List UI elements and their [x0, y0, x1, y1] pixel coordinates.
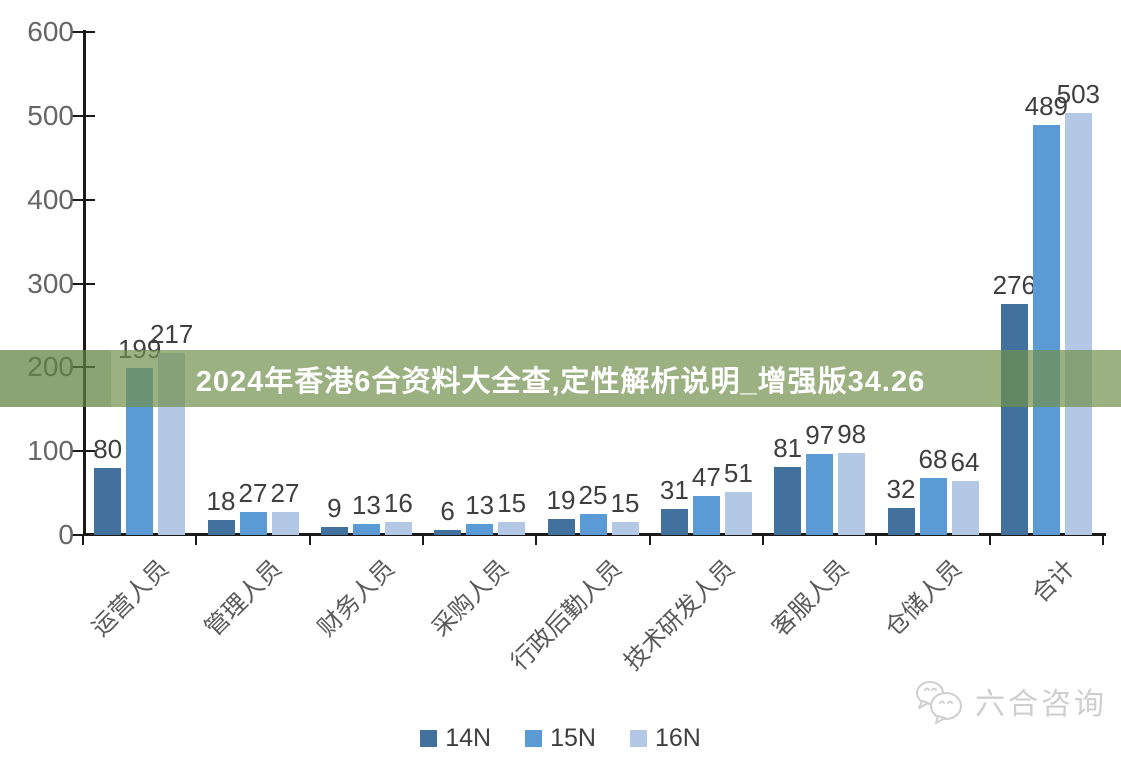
- value-label: 27: [238, 478, 268, 509]
- bar-15N-仓储人员: [919, 477, 947, 535]
- legend-item-16N: 16N: [629, 724, 701, 752]
- value-label: 6: [440, 495, 455, 526]
- value-label: 13: [465, 490, 495, 521]
- category-label-管理人员: 管理人员: [200, 554, 288, 642]
- value-label: 64: [950, 447, 980, 478]
- legend-swatch-icon: [629, 730, 647, 747]
- bar-14N-运营人员: [94, 467, 122, 535]
- legend-label: 16N: [654, 724, 701, 752]
- bar-16N-合计: [1064, 113, 1092, 535]
- value-label: 13: [351, 490, 381, 521]
- value-label: 489: [1024, 91, 1069, 122]
- category-label-合计: 合计: [1027, 554, 1081, 608]
- bar-14N-采购人员: [434, 529, 462, 535]
- value-label: 16: [383, 487, 413, 518]
- legend-swatch-icon: [525, 730, 543, 747]
- legend-label: 14N: [445, 724, 492, 752]
- bar-14N-管理人员: [207, 519, 235, 535]
- bar-14N-合计: [1000, 303, 1028, 535]
- value-label: 9: [327, 493, 342, 524]
- x-axis-tick: [1102, 536, 1104, 545]
- value-label: 276: [992, 269, 1037, 300]
- bar-16N-管理人员: [271, 512, 299, 535]
- value-label: 503: [1056, 79, 1101, 110]
- y-tick-label: 500: [27, 99, 74, 131]
- y-axis-tick: [72, 114, 95, 117]
- value-label: 27: [270, 478, 300, 509]
- value-label: 15: [610, 488, 640, 519]
- bar-15N-财务人员: [352, 524, 380, 535]
- bar-16N-财务人员: [384, 521, 412, 535]
- y-tick-label: 300: [27, 267, 74, 299]
- x-axis-tick: [535, 536, 538, 545]
- wechat-bubbles-icon: [913, 678, 965, 724]
- value-label: 19: [546, 485, 576, 516]
- legend-item-14N: 14N: [420, 726, 491, 751]
- category-label-客服人员: 客服人员: [766, 554, 854, 642]
- category-label-仓储人员: 仓储人员: [880, 554, 968, 642]
- y-tick-label: 100: [27, 435, 74, 467]
- x-axis-tick: [195, 536, 198, 545]
- x-axis-tick: [875, 536, 878, 545]
- value-label: 80: [93, 433, 123, 464]
- y-axis-tick: [72, 450, 95, 453]
- bar-14N-客服人员: [774, 467, 802, 535]
- value-label: 51: [723, 458, 753, 489]
- bar-14N-财务人员: [320, 527, 348, 535]
- x-axis-tick: [988, 536, 991, 545]
- banner-left-shade: [0, 350, 111, 407]
- y-tick-label: 400: [27, 183, 74, 215]
- y-tick-label: 600: [27, 16, 74, 47]
- bar-16N-采购人员: [498, 522, 526, 535]
- legend-swatch-icon: [420, 730, 438, 747]
- category-label-技术研发人员: 技术研发人员: [619, 554, 741, 676]
- y-axis-tick: [72, 31, 95, 33]
- value-label: 15: [497, 488, 527, 519]
- bar-16N-客服人员: [838, 452, 866, 535]
- brand-watermark: 六合咨询: [913, 678, 1107, 724]
- y-axis-tick: [72, 198, 95, 201]
- bar-16N-行政后勤人员: [611, 522, 639, 535]
- bar-15N-行政后勤人员: [579, 514, 607, 535]
- value-label: 31: [659, 475, 689, 505]
- x-axis-tick: [82, 536, 84, 545]
- bar-16N-仓储人员: [951, 481, 979, 535]
- watermark-text: 六合咨询: [975, 688, 1107, 721]
- x-axis-tick: [308, 536, 311, 545]
- bar-15N-客服人员: [806, 453, 834, 535]
- value-label: 18: [206, 485, 236, 516]
- title-banner: 2024年香港6合资料大全查,定性解析说明_增强版34.26: [0, 350, 1121, 407]
- category-label-运营人员: 运营人员: [86, 554, 174, 642]
- chart-legend: 14N 15N 16N: [0, 726, 1121, 751]
- bar-15N-采购人员: [466, 524, 494, 535]
- value-label: 98: [837, 418, 867, 449]
- bar-14N-仓储人员: [887, 508, 915, 535]
- y-axis-tick: [72, 534, 95, 536]
- value-label: 47: [691, 461, 721, 492]
- x-axis-tick: [422, 536, 424, 545]
- x-axis-tick: [762, 536, 764, 545]
- bar-15N-合计: [1032, 125, 1060, 535]
- bar-16N-技术研发人员: [724, 492, 752, 535]
- legend-label: 15N: [550, 724, 596, 752]
- category-label-行政后勤人员: 行政后勤人员: [506, 554, 628, 676]
- y-axis-tick: [72, 282, 95, 285]
- value-label: 81: [773, 433, 803, 464]
- y-tick-label: 0: [58, 519, 74, 550]
- value-label: 68: [918, 443, 948, 474]
- bar-14N-行政后勤人员: [547, 519, 575, 535]
- value-label: 217: [149, 319, 194, 350]
- x-axis-tick: [648, 536, 651, 545]
- category-label-采购人员: 采购人员: [426, 554, 514, 642]
- value-label: 32: [886, 474, 916, 505]
- banner-title: 2024年香港6合资料大全查,定性解析说明_增强版34.26: [195, 365, 926, 398]
- value-label: 25: [578, 480, 608, 511]
- legend-item-15N: 15N: [525, 726, 596, 751]
- category-label-财务人员: 财务人员: [313, 554, 401, 642]
- bar-15N-管理人员: [239, 512, 267, 535]
- bar-15N-技术研发人员: [692, 495, 720, 535]
- bar-14N-技术研发人员: [660, 509, 688, 535]
- value-label: 97: [805, 419, 835, 450]
